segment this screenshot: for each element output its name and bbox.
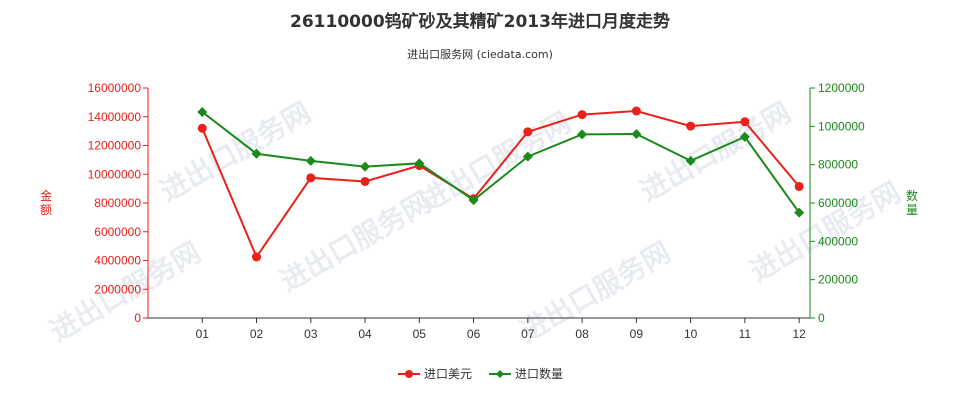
x-tick-label: 04 bbox=[358, 327, 372, 341]
x-tick-label: 10 bbox=[684, 327, 698, 341]
data-point-1 bbox=[631, 106, 641, 116]
data-point-2 bbox=[414, 158, 425, 169]
data-point-1 bbox=[197, 123, 207, 133]
left-tick-label: 16000000 bbox=[88, 81, 142, 95]
data-point-2 bbox=[739, 131, 750, 142]
left-tick-label: 8000000 bbox=[94, 196, 141, 210]
chart-title: 26110000钨矿砂及其精矿2013年进口月度走势 bbox=[290, 11, 670, 32]
data-point-1 bbox=[686, 121, 696, 131]
x-tick-label: 12 bbox=[792, 327, 806, 341]
watermark-text: 进出口服务网 bbox=[634, 95, 796, 208]
right-axis-title: 数量 bbox=[906, 188, 918, 217]
chart-subtitle: 进出口服务网 (ciedata.com) bbox=[407, 47, 553, 61]
left-tick-label: 6000000 bbox=[94, 225, 141, 239]
x-tick-label: 08 bbox=[575, 327, 589, 341]
left-tick-label: 2000000 bbox=[94, 282, 141, 296]
watermark-text: 进出口服务网 bbox=[414, 105, 576, 218]
watermark-text: 进出口服务网 bbox=[154, 95, 316, 208]
right-tick-label: 400000 bbox=[818, 234, 858, 248]
x-tick-label: 05 bbox=[413, 327, 427, 341]
plot-area: 0200000040000006000000800000010000000120… bbox=[40, 81, 918, 341]
data-point-2 bbox=[251, 148, 262, 159]
data-point-2 bbox=[305, 155, 316, 166]
series-line-1 bbox=[201, 109, 800, 259]
right-tick-label: 200000 bbox=[818, 273, 858, 287]
data-point-2 bbox=[197, 106, 208, 117]
data-point-1 bbox=[740, 117, 750, 127]
watermark-text: 进出口服务网 bbox=[274, 185, 436, 298]
right-tick-label: 600000 bbox=[818, 196, 858, 210]
data-point-2 bbox=[468, 195, 479, 206]
right-tick-label: 1000000 bbox=[818, 119, 865, 133]
x-tick-label: 09 bbox=[630, 327, 644, 341]
x-tick-label: 02 bbox=[250, 327, 264, 341]
data-point-2 bbox=[360, 161, 371, 172]
left-tick-label: 4000000 bbox=[94, 254, 141, 268]
legend-label-2: 进口数量 bbox=[515, 366, 563, 381]
data-point-1 bbox=[306, 173, 316, 183]
legend-marker-1 bbox=[405, 370, 413, 378]
data-point-1 bbox=[523, 127, 533, 137]
data-point-2 bbox=[577, 129, 588, 140]
data-point-2 bbox=[631, 129, 642, 139]
right-tick-label: 0 bbox=[818, 311, 825, 325]
data-point-2 bbox=[794, 207, 805, 218]
x-tick-label: 01 bbox=[196, 327, 210, 341]
left-tick-label: 0 bbox=[134, 311, 141, 325]
right-tick-label: 1200000 bbox=[818, 81, 865, 95]
watermark-text: 进出口服务网 bbox=[514, 235, 676, 348]
x-tick-label: 11 bbox=[739, 327, 752, 341]
legend: 进口美元 进口数量 bbox=[398, 366, 563, 381]
right-tick-label: 800000 bbox=[818, 158, 858, 172]
data-point-2 bbox=[522, 151, 533, 162]
legend-marker-2 bbox=[496, 370, 504, 378]
x-tick-label: 03 bbox=[304, 327, 318, 341]
data-point-1 bbox=[794, 181, 804, 191]
legend-label-1: 进口美元 bbox=[424, 367, 472, 381]
left-tick-label: 12000000 bbox=[88, 139, 142, 153]
data-point-1 bbox=[252, 252, 262, 262]
data-point-1 bbox=[360, 176, 370, 186]
data-point-2 bbox=[685, 155, 696, 166]
data-point-1 bbox=[577, 110, 587, 120]
x-tick-label: 06 bbox=[467, 327, 481, 341]
left-tick-label: 10000000 bbox=[88, 167, 142, 181]
watermark-text: 进出口服务网 bbox=[744, 175, 906, 288]
left-tick-label: 14000000 bbox=[88, 110, 142, 124]
series-line-2 bbox=[201, 111, 800, 214]
x-tick-label: 07 bbox=[521, 327, 535, 341]
left-axis-title: 金额 bbox=[40, 188, 52, 217]
